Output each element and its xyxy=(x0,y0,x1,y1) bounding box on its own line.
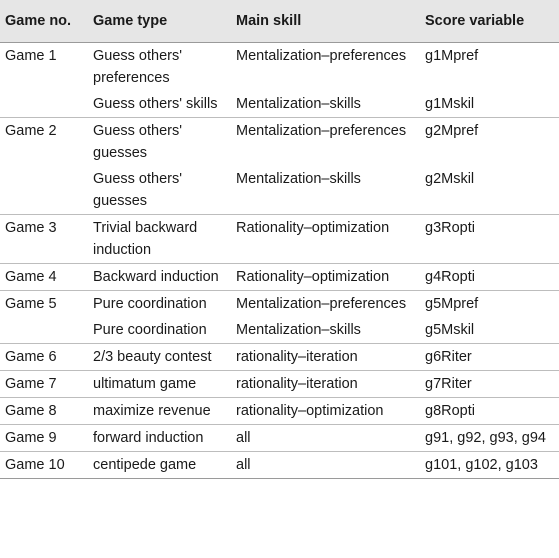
cell-game-type: maximize revenue xyxy=(89,397,232,425)
game-table: Game no. Game type Main skill Score vari… xyxy=(0,0,559,479)
cell-main-skill: Mentalization–skills xyxy=(236,322,361,338)
cell-main-skill: rationality–optimization xyxy=(232,397,421,425)
table-row: Game 10 centipede game all g101, g102, g103 xyxy=(0,451,559,479)
table-row: Game 6 2/3 beauty contest rationality–iter… xyxy=(0,343,559,371)
cell-main-skill: Mentalization–preferences xyxy=(232,290,421,317)
cell-game-no: Game 7 xyxy=(0,370,89,398)
cell-score-variable: g1Mpref xyxy=(425,48,479,64)
table-row: Game 8 maximize revenue rationality–optimi… xyxy=(0,397,559,425)
cell-game-type: Backward induction xyxy=(89,263,232,291)
table-row: Game 2 Guess others' guesses Mentalization… xyxy=(0,117,559,166)
cell-game-no: Game 6 xyxy=(0,343,89,371)
cell-game-type: Guess others' skills xyxy=(93,96,218,112)
cell-main-skill: Mentalization–skills xyxy=(236,171,361,187)
cell-main-skill: all xyxy=(232,424,421,452)
cell-main-skill: Mentalization–preferences xyxy=(236,48,407,64)
cell-score-variable: g2Mskil xyxy=(425,171,475,187)
cell-game-type: 2/3 beauty contest xyxy=(89,343,232,371)
cell-game-no: Game 10 xyxy=(0,451,89,479)
cell-game-no xyxy=(0,166,89,215)
header-score-variable: Score variable xyxy=(421,0,559,43)
table-row: Pure coordination Mentalization–skills g5M… xyxy=(0,317,559,344)
cell-game-type: Trivial backward induction xyxy=(89,214,232,264)
table-row: Game 1 Guess others' preferences Mentaliza… xyxy=(0,43,559,92)
cell-score-variable: g5Mskil xyxy=(425,322,475,338)
header-game-type: Game type xyxy=(89,0,232,43)
cell-game-no: Game 9 xyxy=(0,424,89,452)
cell-score-variable: g101, g102, g103 xyxy=(421,451,559,479)
cell-game-no: Game 3 xyxy=(0,214,89,264)
cell-game-no xyxy=(0,91,89,118)
table-row: Game 9 forward induction all g91, g92, g93,… xyxy=(0,424,559,452)
cell-game-no xyxy=(0,317,89,344)
table-row: Game 7 ultimatum game rationality–iteratio… xyxy=(0,370,559,398)
cell-game-no: Game 1 xyxy=(5,48,57,64)
cell-main-skill: Rationality–optimization xyxy=(232,263,421,291)
cell-main-skill: Mentalization–preferences xyxy=(232,117,421,166)
cell-game-no: Game 4 xyxy=(0,263,89,291)
table-row: Guess others' guesses Mentalization–skill… xyxy=(0,166,559,215)
data-table: Game no. Game type Main skill Score vari… xyxy=(0,0,559,479)
table-row: Game 3 Trivial backward induction Rational… xyxy=(0,214,559,264)
cell-score-variable: g1Mskil xyxy=(425,96,475,112)
cell-main-skill: rationality–iteration xyxy=(232,343,421,371)
cell-game-type: centipede game xyxy=(89,451,232,479)
cell-score-variable: g6Riter xyxy=(421,343,559,371)
header-main-skill: Main skill xyxy=(232,0,421,43)
cell-game-type: Guess others' preferences xyxy=(93,48,183,86)
cell-game-type: Guess others' guesses xyxy=(93,171,183,209)
table-header: Game no. Game type Main skill Score vari… xyxy=(0,0,559,43)
cell-score-variable: g7Riter xyxy=(421,370,559,398)
cell-game-no: Game 5 xyxy=(0,290,89,317)
cell-main-skill: Rationality–optimization xyxy=(232,214,421,264)
table-row: Game 5 Pure coordination Mentalization–pre… xyxy=(0,290,559,317)
table-row: Game 4 Backward induction Rationality–opti… xyxy=(0,263,559,291)
cell-main-skill: Mentalization–skills xyxy=(236,96,361,112)
table-row: Guess others' skills Mentalization–skills… xyxy=(0,91,559,118)
cell-game-type: Pure coordination xyxy=(89,290,232,317)
cell-score-variable: g4Ropti xyxy=(421,263,559,291)
cell-game-no: Game 2 xyxy=(0,117,89,166)
cell-game-no: Game 8 xyxy=(0,397,89,425)
cell-game-type: forward induction xyxy=(89,424,232,452)
header-game-no: Game no. xyxy=(0,0,89,43)
cell-game-type: ultimatum game xyxy=(89,370,232,398)
cell-game-type: Pure coordination xyxy=(93,322,207,338)
cell-score-variable: g91, g92, g93, g94 xyxy=(421,424,559,452)
cell-game-type: Guess others' guesses xyxy=(89,117,232,166)
cell-score-variable: g8Ropti xyxy=(421,397,559,425)
cell-score-variable: g2Mpref xyxy=(421,117,559,166)
cell-main-skill: rationality–iteration xyxy=(232,370,421,398)
table-body: Game 1 Guess others' preferences Mentaliza… xyxy=(0,43,559,479)
cell-score-variable: g3Ropti xyxy=(421,214,559,264)
header-row: Game no. Game type Main skill Score vari… xyxy=(0,0,559,43)
cell-score-variable: g5Mpref xyxy=(421,290,559,317)
cell-main-skill: all xyxy=(232,451,421,479)
